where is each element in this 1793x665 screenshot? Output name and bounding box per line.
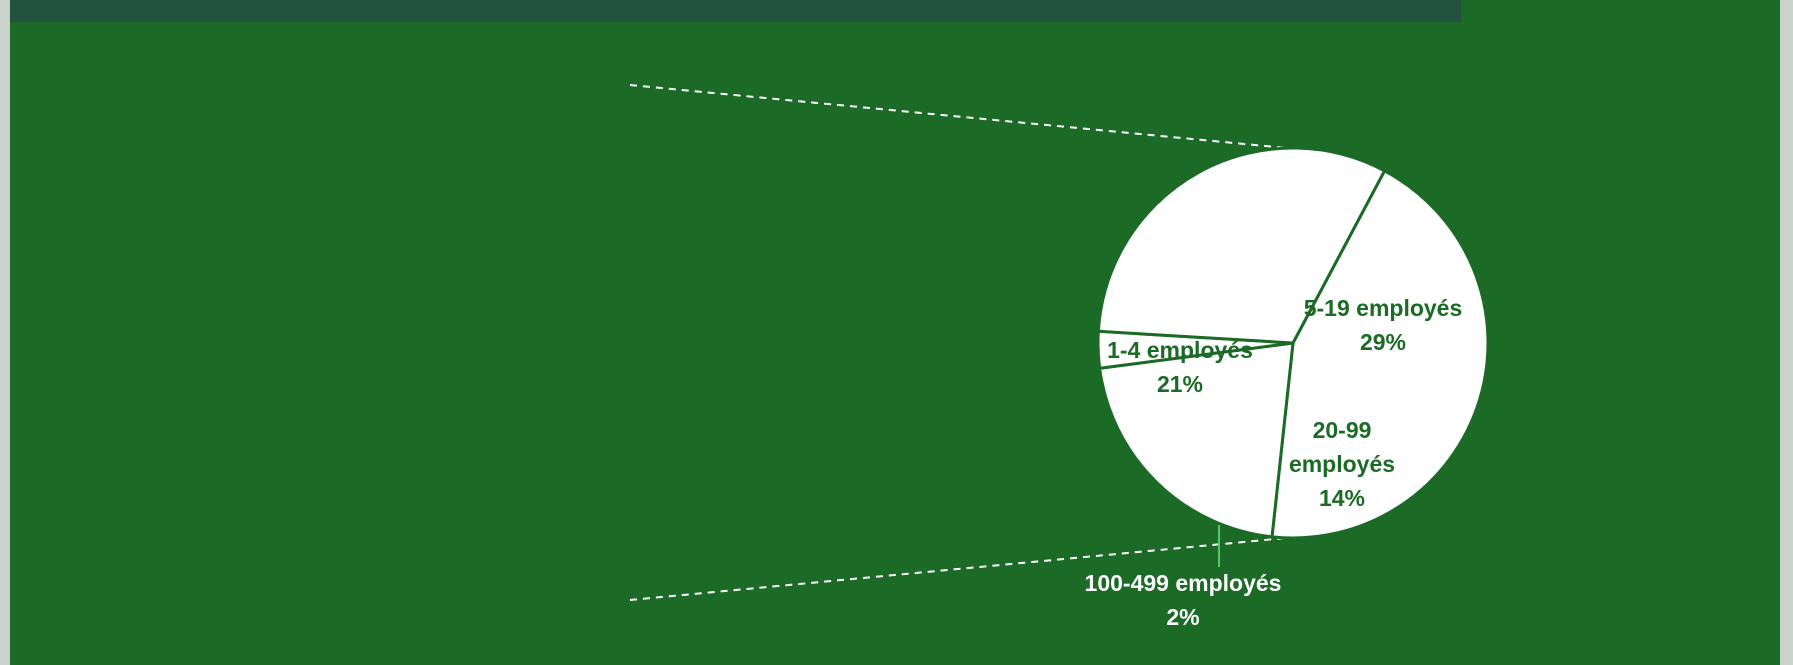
connector-top [629, 84, 1287, 149]
slice-labels: Entrepreneurs individuels 34% PME; 66% 5-19 … [346, 295, 1462, 630]
sub-slice-3 [1096, 146, 1387, 345]
label-20-99: 20-99 employés 14% [1289, 417, 1395, 511]
sub-slice-1 [1097, 341, 1295, 539]
label-pme: PME; 66% [714, 329, 824, 355]
label-1-4: 1-4 employés 21% [1107, 337, 1253, 397]
connector-lines [629, 84, 1287, 601]
breakdown-pie [1096, 146, 1490, 540]
sub-slice-0 [1270, 168, 1490, 540]
label-100-499: 100-499 employés 2% [1085, 570, 1282, 630]
connector-bottom [629, 537, 1287, 601]
top-bar [10, 0, 1461, 22]
label-5-19: 5-19 employés 29% [1304, 295, 1463, 355]
label-entrepreneurs: Entrepreneurs individuels 34% [346, 307, 503, 401]
